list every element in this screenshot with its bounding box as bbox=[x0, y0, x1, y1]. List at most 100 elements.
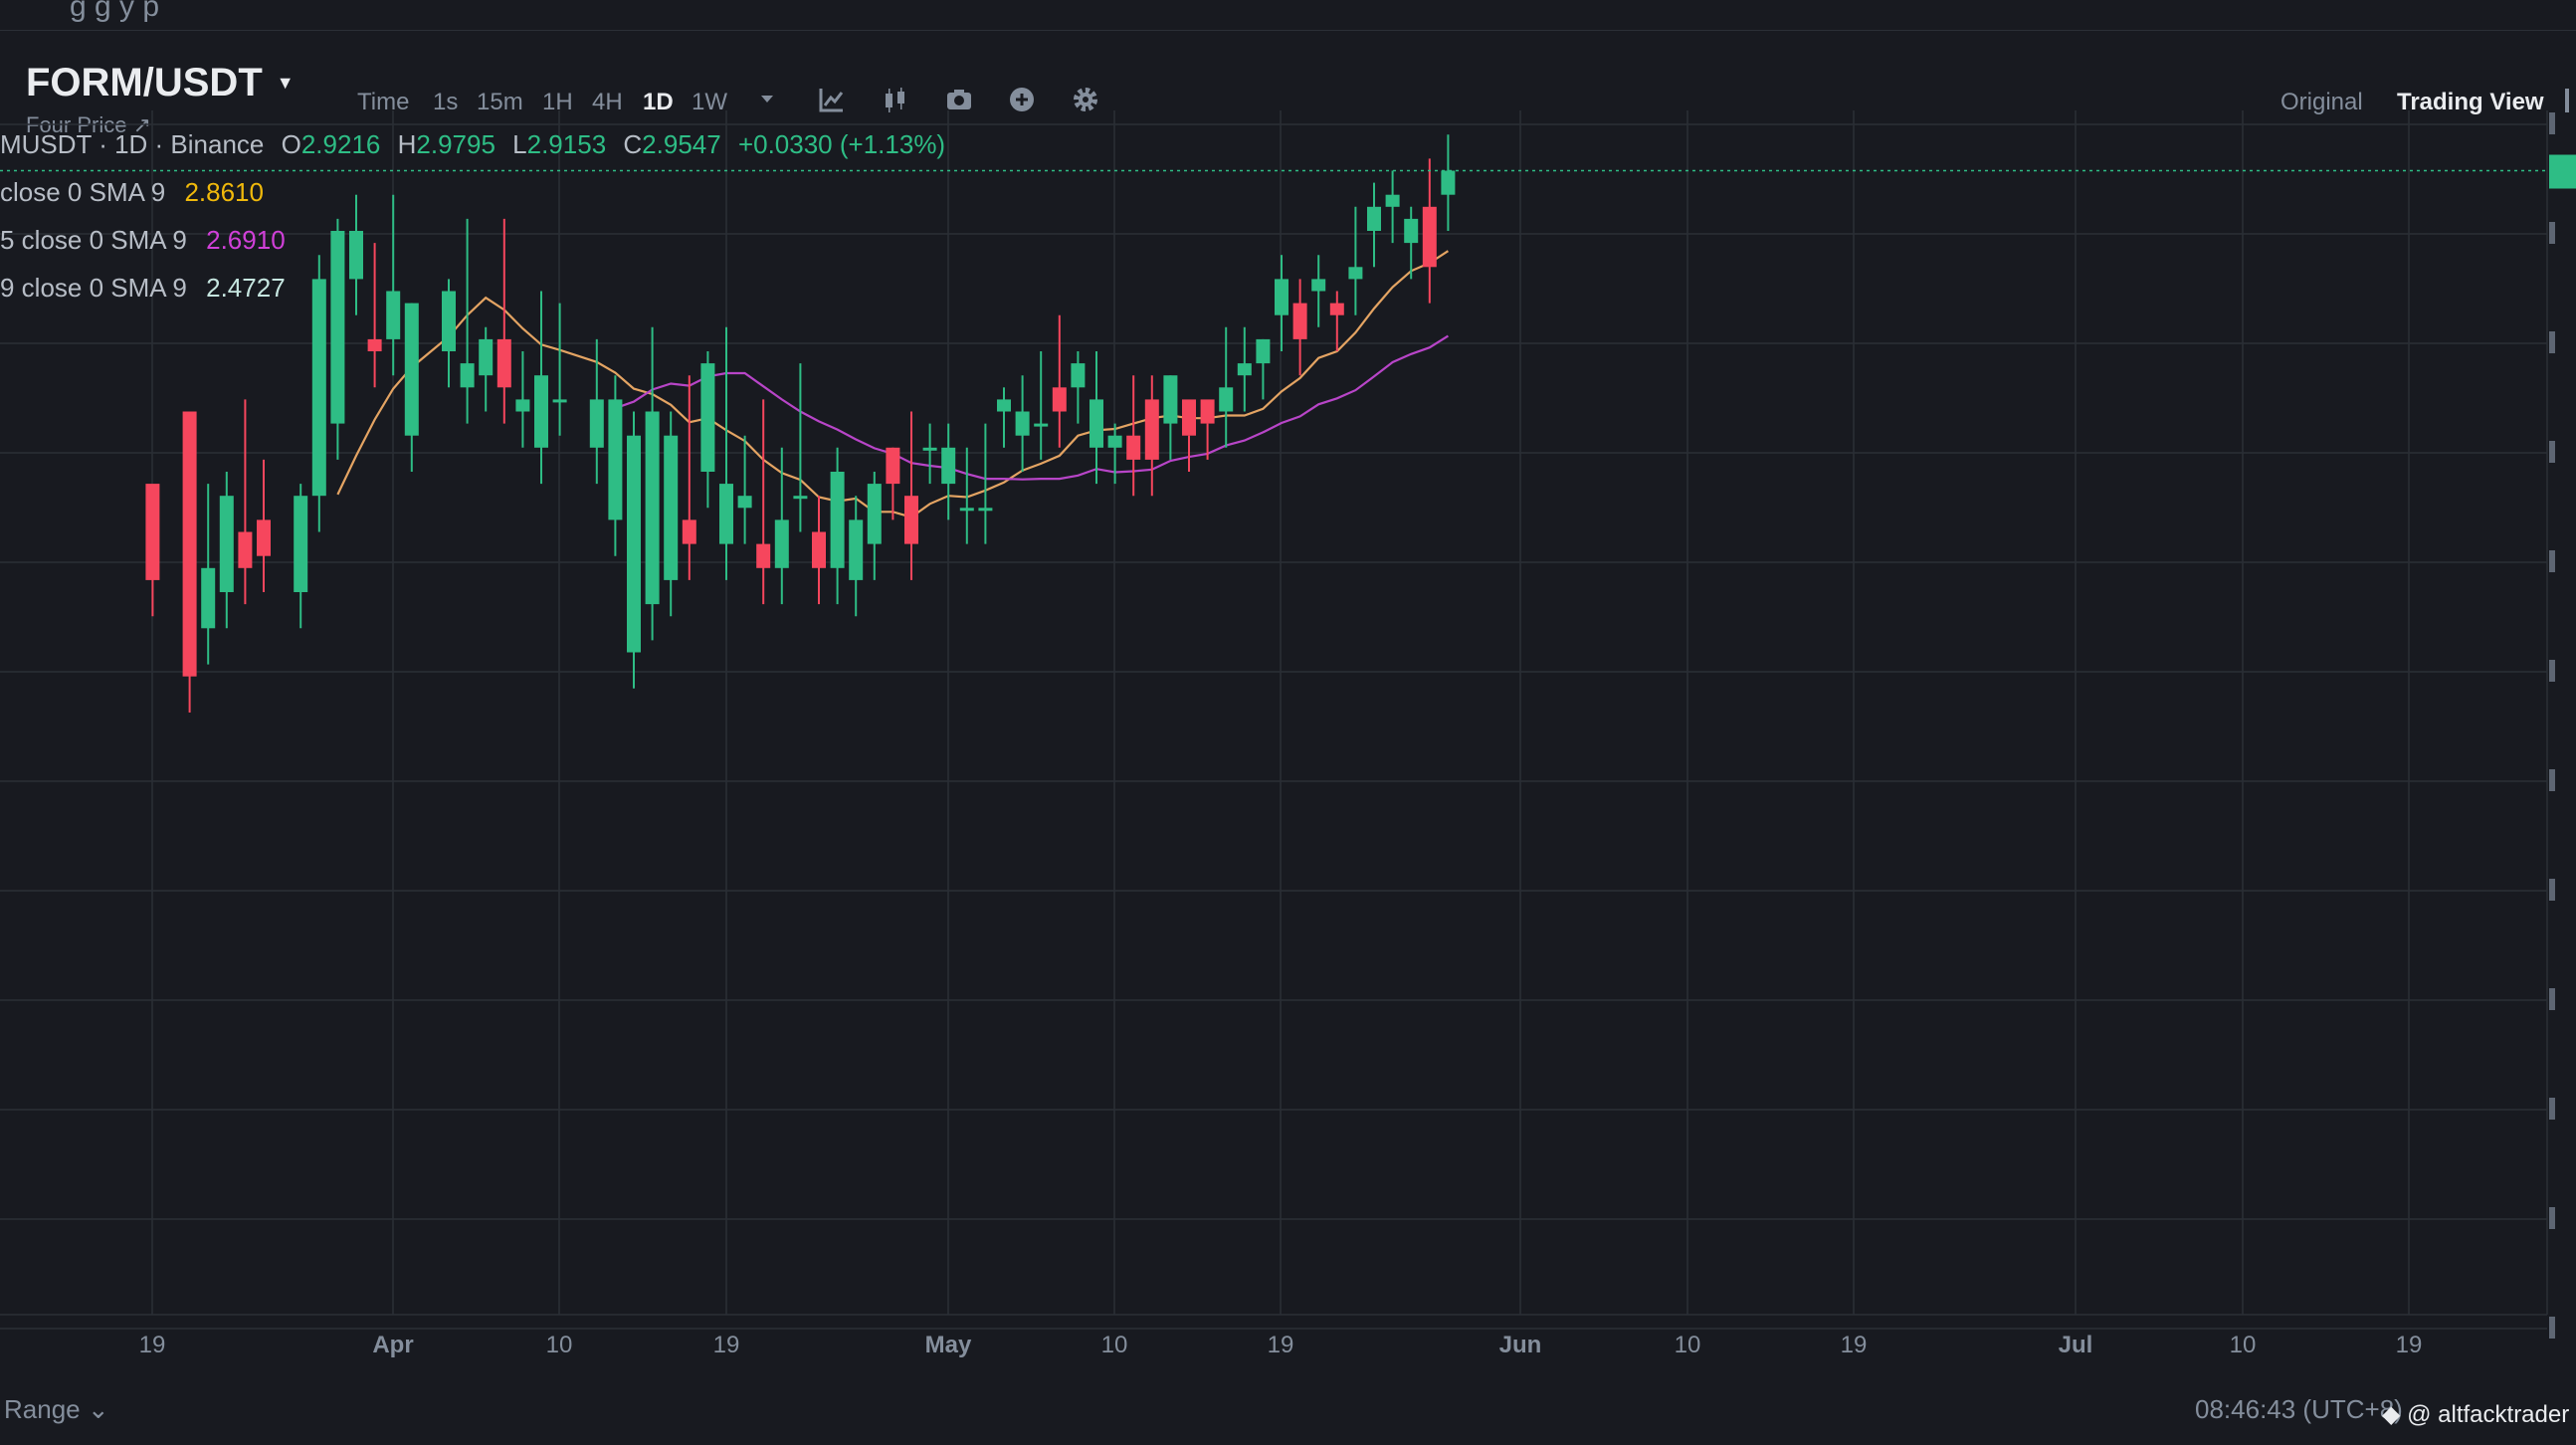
y-axis-tick-label bbox=[2549, 222, 2555, 244]
candle-up bbox=[386, 291, 401, 339]
timeframe-15m[interactable]: 15m bbox=[477, 89, 523, 115]
chart-toolbar: FORM/USDT ▼ Four Price ↗ Time 1s 15m 1H … bbox=[0, 31, 2576, 137]
x-axis-tick-label: 10 bbox=[546, 1332, 573, 1358]
timeframe-1d[interactable]: 1D bbox=[643, 89, 674, 115]
candle-up bbox=[1034, 423, 1049, 427]
pair-label: FORM/USDT bbox=[26, 61, 263, 104]
ma-3-label: 9 close 0 SMA 9 bbox=[0, 273, 187, 303]
x-axis-tick-label: 19 bbox=[2396, 1332, 2423, 1358]
candle-up bbox=[1163, 375, 1178, 424]
more-timeframes-icon[interactable] bbox=[751, 84, 783, 115]
timeframe-1s[interactable]: 1s bbox=[433, 89, 459, 115]
open-value: 2.9216 bbox=[300, 129, 381, 159]
ma-legend-3: 9 close 0 SMA 9 2.4727 bbox=[0, 273, 286, 304]
candle-up bbox=[1071, 363, 1086, 388]
timeframe-1w[interactable]: 1W bbox=[692, 89, 727, 115]
candle-up bbox=[1107, 435, 1122, 448]
candle-up bbox=[330, 231, 345, 424]
x-axis-tick-label: 10 bbox=[1675, 1332, 1701, 1358]
top-partial-text: g g y p bbox=[70, 0, 160, 23]
y-axis-tick-label bbox=[2549, 550, 2555, 572]
clock-readout: 08:46:43 (UTC+8) bbox=[2195, 1394, 2403, 1424]
open-key: O bbox=[281, 129, 301, 159]
candle-down bbox=[1422, 206, 1437, 268]
candle-up bbox=[534, 375, 548, 448]
timeframe-1h[interactable]: 1H bbox=[542, 89, 573, 115]
x-axis-tick-label: Jun bbox=[1499, 1332, 1542, 1358]
candle-down bbox=[812, 531, 826, 568]
candle-up bbox=[1311, 279, 1326, 292]
candle-down bbox=[367, 338, 382, 351]
candle-up bbox=[774, 519, 789, 568]
pair-selector[interactable]: FORM/USDT ▼ bbox=[26, 61, 295, 105]
gear-icon[interactable] bbox=[1070, 84, 1101, 115]
ma-2-label: 5 close 0 SMA 9 bbox=[0, 225, 187, 255]
y-axis-tick-label bbox=[2549, 331, 2555, 353]
range-selector[interactable]: Range ⌄ bbox=[4, 1394, 109, 1424]
candle-down bbox=[1052, 387, 1067, 412]
candle-up bbox=[219, 496, 234, 592]
candle-down bbox=[145, 484, 160, 580]
x-axis-tick-label: 10 bbox=[1101, 1332, 1128, 1358]
watermark: ◆ @ altfacktrader bbox=[2382, 1401, 2570, 1428]
candle-up bbox=[1090, 399, 1103, 448]
candle-up bbox=[719, 484, 733, 544]
candle-up bbox=[460, 363, 475, 388]
candle-up bbox=[645, 411, 660, 605]
candle-up bbox=[664, 435, 679, 580]
ma-2-value: 2.6910 bbox=[206, 225, 286, 255]
candle-up bbox=[867, 484, 882, 544]
candle-up bbox=[1237, 363, 1252, 376]
x-axis-tick-label: 19 bbox=[713, 1332, 740, 1358]
candle-up bbox=[479, 338, 494, 376]
timeframe-4h[interactable]: 4H bbox=[592, 89, 623, 115]
candle-down bbox=[904, 496, 918, 544]
candle-up bbox=[978, 508, 993, 512]
ma-legend-1: close 0 SMA 9 2.8610 bbox=[0, 177, 264, 208]
low-value: 2.9153 bbox=[526, 129, 607, 159]
candle-up bbox=[1015, 411, 1030, 436]
candle-up bbox=[294, 496, 308, 592]
ma-legend-2: 5 close 0 SMA 9 2.6910 bbox=[0, 225, 286, 256]
candle-up bbox=[700, 363, 715, 472]
depth-tab-edge[interactable] bbox=[2565, 89, 2569, 112]
candle-down bbox=[1292, 303, 1307, 339]
view-original[interactable]: Original bbox=[2280, 89, 2363, 115]
y-axis-tick-label bbox=[2549, 988, 2555, 1010]
ohlc-legend: MUSDT · 1D · Binance O2.9216 H2.9795 L2.… bbox=[0, 129, 945, 160]
candle-down bbox=[682, 519, 696, 544]
view-trading-view[interactable]: Trading View bbox=[2397, 89, 2544, 115]
camera-icon[interactable] bbox=[943, 84, 975, 115]
x-axis-tick-label: 19 bbox=[1268, 1332, 1294, 1358]
close-key: C bbox=[623, 129, 643, 159]
candle-up bbox=[1404, 218, 1419, 244]
candle-type-icon[interactable] bbox=[880, 84, 911, 115]
y-axis-tick-label bbox=[2549, 1098, 2555, 1120]
candle-up bbox=[608, 399, 623, 520]
candle-up bbox=[627, 435, 641, 653]
candle-down bbox=[257, 519, 271, 556]
x-axis-tick-label: 19 bbox=[1841, 1332, 1868, 1358]
x-axis-tick-label: Apr bbox=[372, 1332, 413, 1358]
candle-up bbox=[1256, 338, 1271, 364]
x-axis-tick-label: May bbox=[925, 1332, 972, 1358]
add-icon[interactable] bbox=[1006, 84, 1038, 115]
change-value: +0.0330 (+1.13%) bbox=[737, 129, 946, 159]
x-axis-tick-label: 10 bbox=[2230, 1332, 2257, 1358]
candle-up bbox=[442, 291, 456, 351]
x-axis-tick-label: 19 bbox=[139, 1332, 166, 1358]
indicators-icon[interactable] bbox=[816, 84, 848, 115]
timeframe-time[interactable]: Time bbox=[357, 89, 410, 115]
y-axis-tick-label bbox=[2549, 1207, 2555, 1229]
y-axis-tick-label bbox=[2549, 660, 2555, 682]
candle-up bbox=[830, 472, 845, 568]
ma-1-value: 2.8610 bbox=[184, 177, 264, 207]
candle-up bbox=[849, 519, 864, 580]
candle-down bbox=[238, 531, 253, 568]
candle-up bbox=[793, 496, 808, 500]
candle-up bbox=[404, 303, 419, 436]
ma-mid-line bbox=[615, 334, 1449, 481]
candle-up bbox=[1348, 267, 1363, 280]
x-axis-tick-label: Jul bbox=[2059, 1332, 2093, 1358]
